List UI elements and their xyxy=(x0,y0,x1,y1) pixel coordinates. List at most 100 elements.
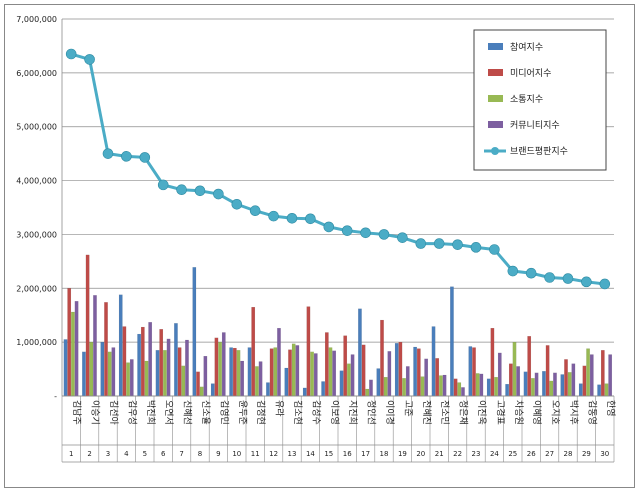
bar-1-2 xyxy=(82,351,86,397)
bar-4-9 xyxy=(221,332,226,397)
x-index-label: 16 xyxy=(343,450,352,458)
bar-3-5 xyxy=(144,360,149,397)
bar-1-25 xyxy=(505,383,509,397)
bar-2-24 xyxy=(490,327,495,397)
bar-2-25 xyxy=(508,363,513,397)
bar-4-1 xyxy=(74,301,79,397)
bar-2-6 xyxy=(159,329,164,397)
x-index-label: 26 xyxy=(527,450,536,458)
x-index-label: 19 xyxy=(398,450,407,458)
y-tick-label: 1,000,000 xyxy=(16,338,57,347)
bar-2-3 xyxy=(104,302,108,397)
bar-4-3 xyxy=(111,347,116,397)
legend-swatch-4 xyxy=(488,121,503,128)
x-index-label: 21 xyxy=(435,450,444,458)
bar-2-10 xyxy=(232,347,237,397)
y-tick-label: 5,000,000 xyxy=(16,123,57,132)
y-tick-label: 4,000,000 xyxy=(16,177,57,186)
x-index-label: 15 xyxy=(324,450,333,458)
bar-2-26 xyxy=(527,336,532,397)
bar-1-16 xyxy=(339,370,344,397)
bar-3-13 xyxy=(291,343,296,397)
bar-3-16 xyxy=(347,363,351,397)
trend-point-27 xyxy=(544,272,555,283)
bar-4-20 xyxy=(424,358,429,397)
bar-1-3 xyxy=(100,341,105,397)
trend-point-16 xyxy=(341,225,353,236)
trend-point-4 xyxy=(121,151,132,162)
bar-3-21 xyxy=(439,375,443,397)
x-index-label: 24 xyxy=(490,450,499,458)
trend-point-25 xyxy=(507,265,519,277)
bar-4-22 xyxy=(461,387,465,397)
bar-2-9 xyxy=(214,337,219,397)
trend-point-6 xyxy=(157,179,169,191)
x-category-label: 이승기 xyxy=(90,400,101,425)
bar-4-30 xyxy=(608,354,613,397)
bar-1-27 xyxy=(542,371,546,397)
x-category-label: 유라 xyxy=(274,400,285,417)
bar-2-13 xyxy=(288,349,292,397)
x-category-label: 박시후 xyxy=(568,400,579,425)
x-category-label: 오연서 xyxy=(163,400,174,425)
bar-4-17 xyxy=(369,379,373,397)
bar-4-25 xyxy=(516,366,521,397)
bar-2-15 xyxy=(324,332,329,397)
bar-3-10 xyxy=(236,350,241,397)
x-index-label: 10 xyxy=(232,450,241,458)
trend-point-23 xyxy=(470,242,482,253)
bar-4-21 xyxy=(442,374,447,397)
x-index-label: 27 xyxy=(545,450,554,458)
trend-point-19 xyxy=(397,232,408,243)
bar-1-26 xyxy=(523,371,528,397)
bar-3-1 xyxy=(71,311,75,397)
x-index-label: 17 xyxy=(361,450,370,458)
bar-2-22 xyxy=(453,378,458,397)
trend-point-14 xyxy=(305,213,316,225)
bar-1-17 xyxy=(358,308,362,397)
x-category-label: 오지호 xyxy=(550,400,561,425)
x-index-label: 30 xyxy=(600,450,609,458)
bar-4-26 xyxy=(534,372,539,397)
bar-3-6 xyxy=(163,350,167,397)
bar-2-8 xyxy=(196,371,200,397)
bar-3-12 xyxy=(273,347,278,397)
trend-point-18 xyxy=(378,229,390,240)
trend-point-22 xyxy=(452,239,463,250)
bar-3-27 xyxy=(549,380,554,397)
bar-4-7 xyxy=(185,339,189,397)
bar-1-15 xyxy=(321,381,325,397)
x-index-label: 13 xyxy=(288,450,297,458)
x-category-label: 이보영 xyxy=(329,400,340,425)
bar-4-23 xyxy=(479,373,484,397)
bar-3-18 xyxy=(383,376,388,397)
bar-3-24 xyxy=(494,376,498,397)
trend-point-17 xyxy=(360,227,371,239)
bar-1-21 xyxy=(431,326,436,397)
trend-point-24 xyxy=(489,244,500,255)
x-axis: 김남주 1 이승기 2 김선아 3 김우성 4 박진희 5 오연서 6 신혜선 7 신소율 8 김영민 9 윤두준 1… xyxy=(61,395,616,463)
x-category-label: 지진희 xyxy=(347,400,359,425)
x-category-label: 신소율 xyxy=(200,400,211,425)
bar-4-12 xyxy=(277,327,281,397)
bar-1-4 xyxy=(118,294,123,397)
x-category-label: 이혜영 xyxy=(531,400,543,425)
legend-label-3: 소통지수 xyxy=(510,94,543,105)
x-category-label: 박진희 xyxy=(145,400,157,425)
x-category-label: 윤두준 xyxy=(237,400,248,425)
bar-3-11 xyxy=(255,366,259,397)
trend-point-29 xyxy=(581,276,592,288)
bar-2-27 xyxy=(545,345,550,397)
trend-point-3 xyxy=(102,148,114,159)
trend-point-8 xyxy=(194,185,206,197)
bar-4-10 xyxy=(240,360,245,397)
bar-2-20 xyxy=(416,348,421,397)
x-index-label: 1 xyxy=(69,450,73,458)
y-tick-label: 3,000,000 xyxy=(16,230,57,239)
bar-2-7 xyxy=(177,347,182,397)
legend-label-4: 커뮤니티지수 xyxy=(510,120,560,131)
x-index-label: 12 xyxy=(269,450,278,458)
bar-2-29 xyxy=(582,365,587,397)
bar-2-18 xyxy=(380,319,384,397)
trend-point-2 xyxy=(84,54,95,65)
